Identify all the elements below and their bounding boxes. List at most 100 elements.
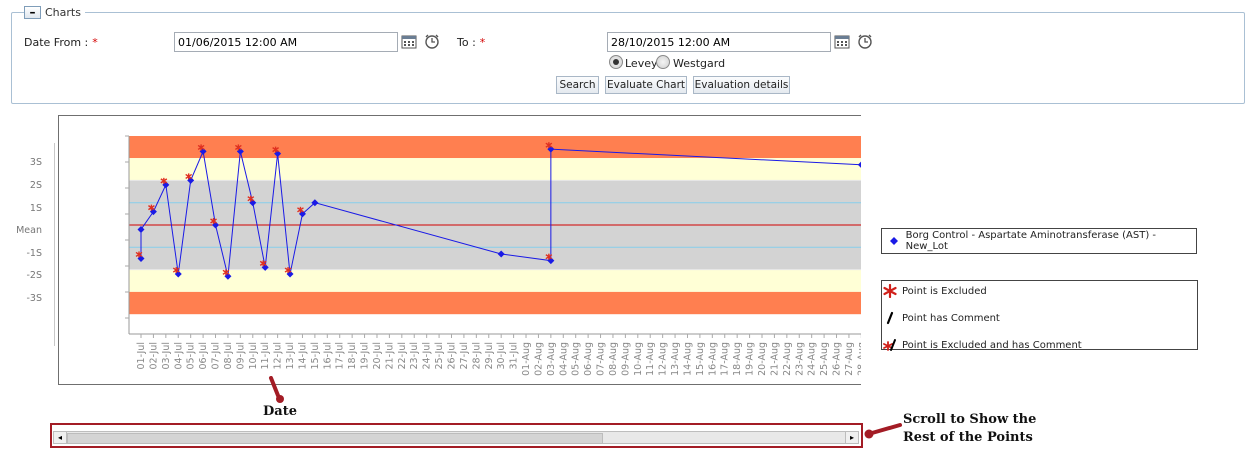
x-tick-label: 13-Jul — [285, 342, 296, 370]
excluded-marker — [185, 173, 193, 180]
band-above-3s — [129, 136, 861, 159]
x-tick-label: 12-Jul — [273, 342, 284, 370]
data-point — [497, 250, 505, 258]
x-tick-label: 21-Jul — [384, 342, 395, 370]
excluded-comment-icon — [883, 339, 896, 351]
x-tick-label: 25-Jul — [434, 342, 445, 370]
excluded-marker — [297, 206, 304, 213]
y-tick-label: -3S — [26, 293, 42, 304]
chart-canvas: 01-Jul 02-Jul 03-Jul 04-Jul 05-Jul 06-Jul 07-J… — [125, 135, 861, 376]
y-tick-label: -2S — [26, 270, 42, 281]
x-tick-label: 17-Jul — [335, 342, 346, 370]
x-tick-label: 28-Aug — [856, 342, 861, 376]
legend-excluded-comment-label: Point is Excluded and has Comment — [902, 339, 1082, 351]
x-tick-label: 10-Aug — [633, 342, 644, 376]
data-point — [286, 270, 294, 278]
x-tick-label: 24-Aug — [807, 342, 818, 376]
x-tick-label: 19-Jul — [360, 342, 371, 370]
legend-excluded-comment-row: Point is Excluded and has Comment — [882, 338, 1082, 352]
charts-panel — [11, 12, 1245, 104]
y-tick-label: -1S — [26, 248, 42, 259]
x-tick-label: 18-Aug — [732, 342, 743, 376]
x-tick-label: 27-Jul — [459, 342, 470, 370]
data-point — [187, 176, 195, 184]
x-tick-label: 23-Jul — [409, 342, 420, 370]
evaluate-chart-button[interactable]: Evaluate Chart — [605, 76, 687, 94]
x-tick-label: 16-Jul — [322, 342, 333, 370]
x-tick-label: 14-Jul — [297, 342, 308, 370]
x-tick-label: 14-Aug — [682, 342, 693, 376]
scroll-annotation-line1: Scroll to Show the — [903, 412, 1037, 427]
x-tick-label: 07-Jul — [211, 342, 222, 370]
series-legend-label: Borg Control - Aspartate Aminotransferas… — [905, 230, 1157, 252]
westgard-radio[interactable] — [656, 55, 670, 69]
x-tick-label: 06-Jul — [198, 342, 209, 370]
x-tick-label: 15-Jul — [310, 342, 321, 370]
data-point — [224, 272, 232, 280]
excluded-marker — [172, 267, 180, 274]
scroll-arrow — [864, 423, 902, 439]
y-tick-label: 3S — [29, 157, 42, 168]
x-tick-label: 09-Aug — [620, 342, 631, 376]
x-tick-label: 15-Aug — [695, 342, 706, 376]
date-to-input[interactable] — [607, 32, 831, 52]
x-tick-label: 22-Aug — [782, 342, 793, 376]
x-tick-label: 23-Aug — [794, 342, 805, 376]
x-tick-label: 13-Aug — [670, 342, 681, 376]
x-tick-label: 02-Jul — [148, 342, 159, 370]
x-tick-label: 10-Jul — [248, 342, 259, 370]
scroll-left-arrow-icon[interactable]: ◂ — [54, 432, 67, 443]
legend-comment-label: Point has Comment — [902, 312, 1000, 324]
x-tick-label: 06-Aug — [583, 342, 594, 376]
chart-scrollbar[interactable]: ◂ ▸ — [53, 431, 859, 444]
x-tick-label: 04-Jul — [173, 342, 184, 370]
scroll-thumb[interactable] — [67, 433, 603, 444]
clock-icon[interactable] — [424, 33, 440, 49]
calendar-icon[interactable] — [401, 34, 417, 50]
excluded-marker — [210, 218, 217, 224]
levey-jennings-chart: 01-Jul 02-Jul 03-Jul 04-Jul 05-Jul 06-Jul 07-J… — [58, 115, 861, 385]
x-tick-label: 24-Jul — [422, 342, 433, 370]
x-tick-label: 08-Jul — [223, 342, 234, 370]
y-tick-label: 2S — [29, 180, 42, 191]
x-tick-label: 19-Aug — [745, 342, 756, 376]
collapse-button[interactable]: – — [24, 6, 41, 19]
excluded-marker — [148, 204, 155, 211]
data-point — [311, 199, 319, 207]
date-from-label: Date From : * — [24, 36, 98, 49]
search-button[interactable]: Search — [556, 76, 599, 94]
x-tick-label: 22-Jul — [397, 342, 408, 370]
excluded-star-icon — [883, 284, 897, 298]
x-tick-label: 04-Aug — [558, 342, 569, 376]
excluded-marker — [160, 177, 168, 184]
data-point — [857, 161, 861, 168]
westgard-label: Westgard — [673, 57, 726, 70]
date-from-input[interactable] — [174, 32, 398, 52]
x-tick-label: 12-Aug — [658, 342, 669, 376]
x-tick-label: 29-Jul — [484, 342, 495, 370]
x-tick-label: 25-Aug — [819, 342, 830, 376]
x-tick-label: 20-Aug — [757, 342, 768, 376]
date-arrow — [269, 376, 284, 403]
scroll-right-arrow-icon[interactable]: ▸ — [845, 432, 858, 443]
calendar-icon[interactable] — [834, 34, 850, 50]
evaluation-details-button[interactable]: Evaluation details — [693, 76, 790, 94]
x-tick-label: 18-Jul — [347, 342, 358, 370]
clock-icon[interactable] — [857, 33, 873, 49]
excluded-marker — [234, 144, 242, 151]
y-tick-label: Mean — [16, 225, 42, 236]
x-tick-label: 17-Aug — [720, 342, 731, 376]
charts-panel-header: – Charts — [24, 5, 85, 20]
excluded-marker — [284, 267, 292, 274]
comment-slash-icon — [886, 311, 894, 325]
x-tick-label: 01-Jul — [136, 342, 147, 370]
series-marker-icon — [890, 237, 898, 245]
levey-radio[interactable] — [609, 55, 623, 69]
data-point — [137, 225, 145, 233]
levey-label: Levey — [625, 57, 658, 70]
series-line — [140, 148, 861, 277]
x-tick-label: 02-Aug — [533, 342, 544, 376]
excluded-marker — [259, 260, 267, 267]
x-tick-label: 26-Jul — [447, 342, 458, 370]
x-tick-label: 05-Aug — [571, 342, 582, 376]
